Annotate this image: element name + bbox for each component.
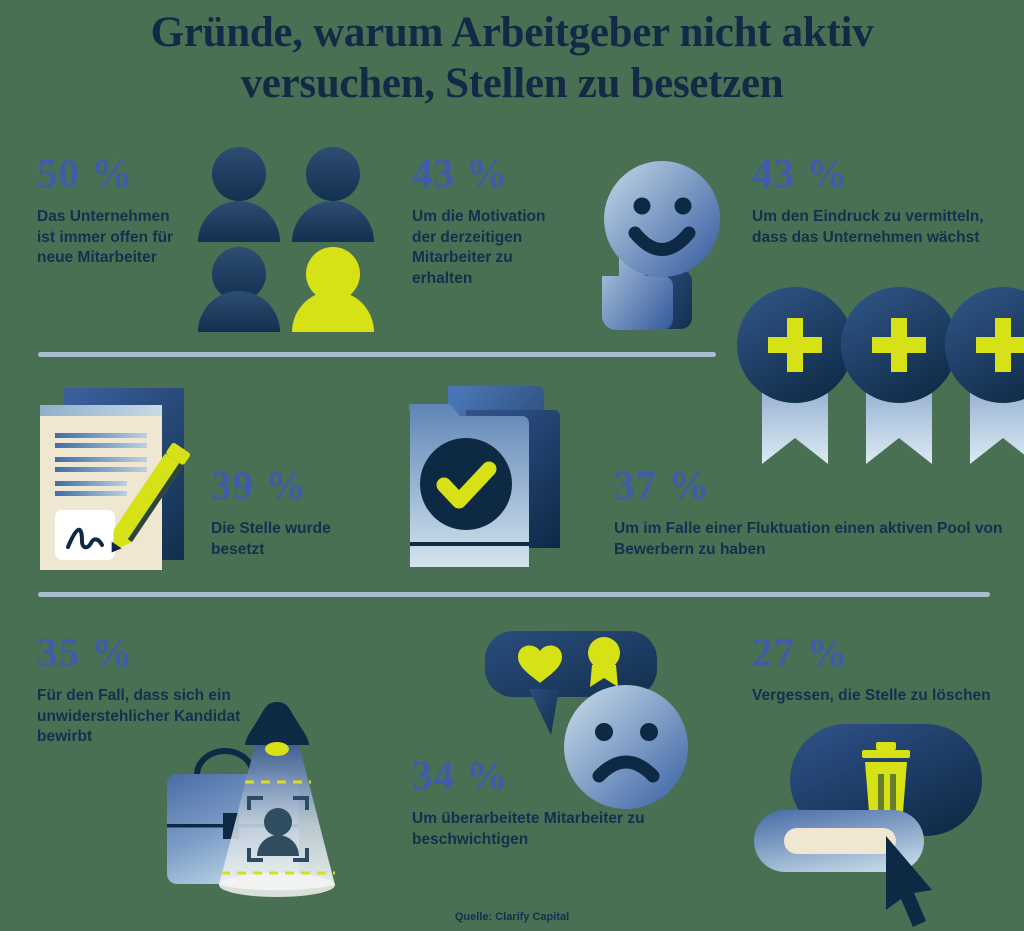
stat-block-forgot-to-delete-posting: 27 % Vergessen, die Stelle zu löschen: [752, 632, 1014, 707]
title-line-2: versuchen, Stellen zu besetzen: [240, 59, 784, 107]
stat-percent: 43 %: [412, 150, 509, 196]
stat-description: Um im Falle einer Fluktuation einen akti…: [614, 520, 1003, 558]
stat-percent: 43 %: [752, 150, 849, 196]
people-group-icon: [196, 144, 376, 334]
briefcase-spotlight-icon: [145, 700, 385, 900]
stat-percent: 37 %: [614, 462, 711, 508]
award-badges-plus-icon: [737, 282, 1024, 467]
stat-block-position-already-filled: 39 % Die Stelle wurde besetzt: [211, 465, 361, 560]
title-line-1: Gründe, warum Arbeitgeber nicht aktiv: [150, 9, 874, 56]
stat-percent: 27 %: [752, 629, 849, 675]
stat-description: Um überarbeitete Mitarbeiter zu beschwic…: [412, 810, 645, 848]
stat-block-open-for-new-employees: 50 % Das Unternehmen ist immer offen für…: [37, 153, 197, 269]
stat-percent: 35 %: [37, 629, 134, 675]
stat-description: Um die Motivation der derzeitigen Mitarb…: [412, 208, 546, 287]
stat-percent: 34 %: [412, 752, 509, 798]
source-credit: Quelle: Clarify Capital: [454, 911, 570, 923]
stat-description: Vergessen, die Stelle zu löschen: [752, 687, 991, 704]
delete-button-trash-icon: [752, 722, 1002, 927]
speech-bubble-sad-face-icon: [485, 627, 700, 827]
stat-block-irresistible-candidate: 35 % Für den Fall, dass sich ein unwider…: [37, 632, 257, 748]
stat-percent: 50 %: [37, 150, 134, 196]
stat-block-impression-company-growing: 43 % Um den Eindruck zu vermitteln, dass…: [752, 153, 1014, 248]
stat-block-active-candidate-pool: 37 % Um im Falle einer Fluktuation einen…: [614, 465, 1014, 560]
stat-description: Die Stelle wurde besetzt: [211, 520, 331, 558]
stat-percent: 39 %: [211, 462, 308, 508]
folders-checkmark-icon: [406, 382, 591, 567]
smiley-thumbs-up-icon: [556, 160, 731, 330]
stat-block-motivation-current-employees: 43 % Um die Motivation der derzeitigen M…: [412, 153, 572, 289]
stat-block-appease-overworked-employees: 34 % Um überarbeitete Mitarbeiter zu bes…: [412, 755, 662, 850]
stat-description: Um den Eindruck zu vermitteln, dass das …: [752, 208, 984, 246]
stat-description: Für den Fall, dass sich ein unwiderstehl…: [37, 687, 241, 746]
section-divider-2: [38, 592, 990, 597]
stat-description: Das Unternehmen ist immer offen für neue…: [37, 208, 174, 267]
signed-document-pencil-icon: [38, 385, 218, 570]
section-divider-1: [38, 352, 716, 357]
page-title: Gründe, warum Arbeitgeber nicht aktiv ve…: [0, 8, 1024, 109]
